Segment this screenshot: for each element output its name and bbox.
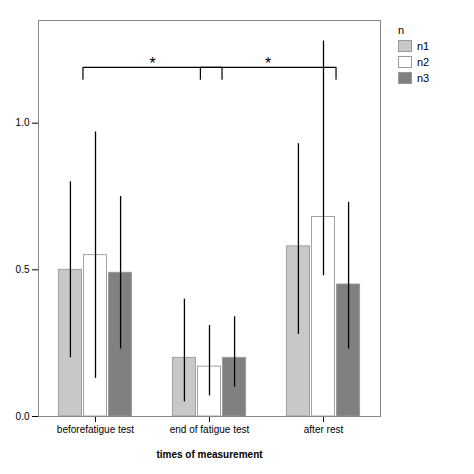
html-text:n: n: [398, 24, 405, 36]
svg-text:beforefatigue test: beforefatigue test: [57, 424, 134, 435]
html-text:n3: n3: [417, 72, 430, 84]
svg-text:0.5: 0.5: [16, 264, 30, 275]
html-text:n2: n2: [417, 56, 430, 68]
svg-text:times of measurement: times of measurement: [156, 449, 263, 460]
svg-text:0.0: 0.0: [16, 411, 30, 422]
svg-text:*: *: [149, 55, 155, 72]
svg-text:1.0: 1.0: [16, 117, 30, 128]
svg-text:after rest: after rest: [304, 424, 344, 435]
html-text:n1: n1: [417, 40, 430, 52]
svg-text:*: *: [265, 55, 271, 72]
svg-text:end of fatigue test: end of fatigue test: [170, 424, 250, 435]
